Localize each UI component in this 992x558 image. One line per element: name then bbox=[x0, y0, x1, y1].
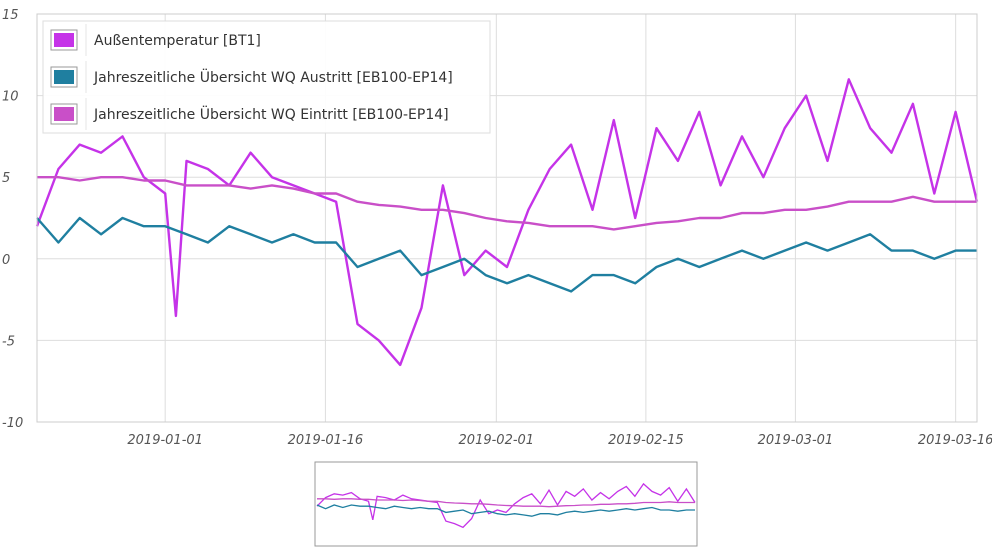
y-axis: -10 -5 0 5 10 15 bbox=[2, 8, 23, 431]
legend-box bbox=[42, 20, 491, 134]
legend-label: Außentemperatur [BT1] bbox=[94, 33, 261, 49]
navigator-frame[interactable] bbox=[314, 461, 698, 547]
x-tick-label: 2019-02-15 bbox=[608, 433, 684, 448]
x-tick-label: 2019-01-16 bbox=[288, 433, 364, 448]
series-line-3[interactable] bbox=[37, 175, 977, 231]
range-navigator[interactable] bbox=[314, 461, 698, 547]
x-tick-label: 2019-03-01 bbox=[758, 433, 834, 448]
series-line-1[interactable] bbox=[35, 78, 979, 367]
navigator-series-3 bbox=[317, 498, 695, 508]
legend-swatch bbox=[54, 70, 74, 84]
series-line-2[interactable] bbox=[36, 216, 977, 293]
legend-item[interactable]: Außentemperatur [BT1] bbox=[50, 24, 261, 56]
y-tick-label: 10 bbox=[2, 90, 19, 105]
y-tick-label: 0 bbox=[2, 253, 10, 268]
x-axis: 2019-01-01 2019-01-16 2019-02-01 2019-02-15… bbox=[127, 433, 992, 448]
y-tick-label: -5 bbox=[2, 334, 15, 349]
x-tick-label: 2019-01-01 bbox=[127, 433, 203, 448]
y-tick-label: 15 bbox=[2, 8, 19, 23]
chart-legend[interactable]: Außentemperatur [BT1] Jahreszeitliche Übe… bbox=[42, 20, 491, 134]
navigator-series-1 bbox=[316, 482, 696, 529]
navigator-series-2 bbox=[316, 504, 695, 517]
x-tick-label: 2019-03-16 bbox=[918, 433, 992, 448]
x-tick-label: 2019-02-01 bbox=[459, 433, 535, 448]
legend-label: Jahreszeitliche Übersicht WQ Eintritt [E… bbox=[93, 105, 449, 123]
y-tick-label: 5 bbox=[2, 171, 10, 186]
plot-area bbox=[35, 78, 979, 367]
legend-item[interactable]: Jahreszeitliche Übersicht WQ Eintritt [E… bbox=[50, 98, 449, 130]
y-tick-label: -10 bbox=[2, 416, 23, 431]
plot-frame bbox=[36, 13, 978, 423]
legend-swatch bbox=[54, 107, 74, 121]
legend-label: Jahreszeitliche Übersicht WQ Austritt [E… bbox=[93, 68, 453, 86]
legend-item[interactable]: Jahreszeitliche Übersicht WQ Austritt [E… bbox=[50, 61, 453, 93]
legend-swatch bbox=[54, 33, 74, 47]
